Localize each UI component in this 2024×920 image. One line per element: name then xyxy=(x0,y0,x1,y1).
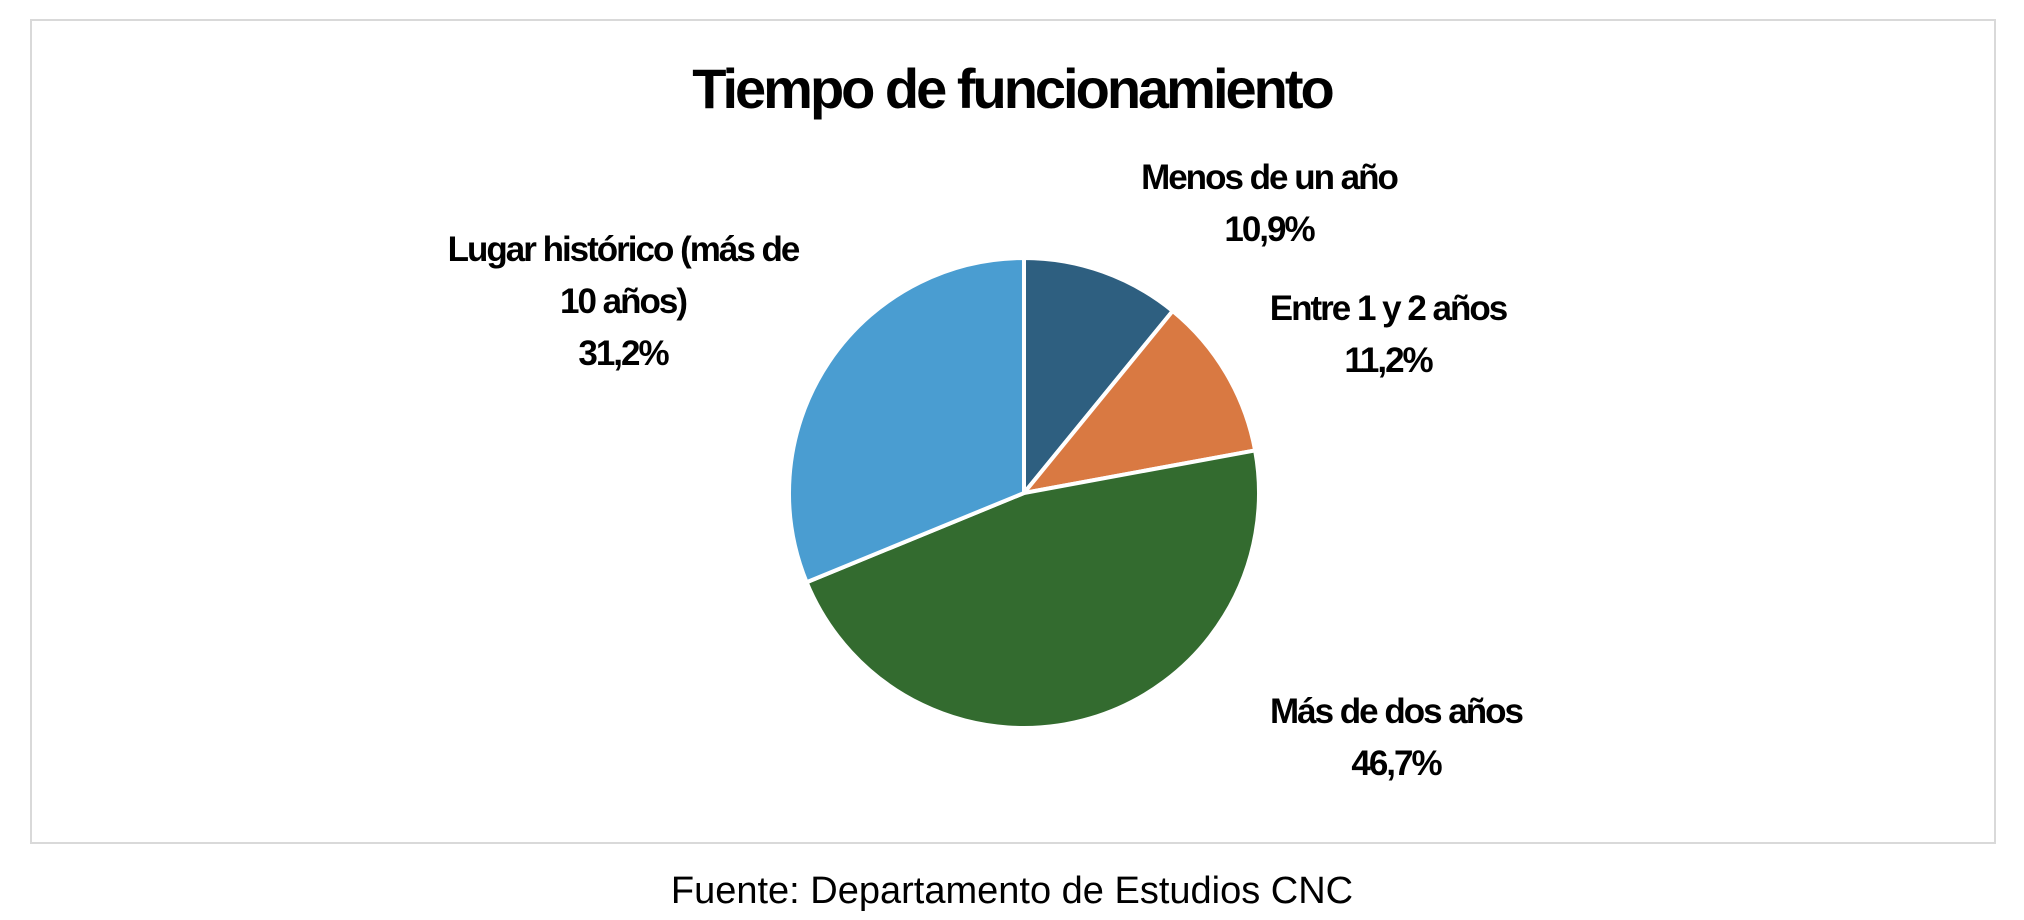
value-label: 46,7% xyxy=(1351,744,1442,783)
pie-slice xyxy=(1022,308,1258,495)
value-label: 31,2% xyxy=(578,334,669,373)
category-label: Entre 1 y 2 años xyxy=(1269,289,1508,328)
chart-title: Tiempo de funcionamiento xyxy=(692,57,1334,120)
pie-slice xyxy=(787,256,1026,585)
chart-frame xyxy=(30,19,1996,844)
caption: Fuente: Departamento de Estudios CNC xyxy=(670,870,1354,912)
value-label: 10,9% xyxy=(1224,210,1315,249)
category-label: Lugar histórico (más de 10 años) xyxy=(447,230,801,321)
slice-label: Entre 1 y 2 años 11,2% xyxy=(1198,283,1578,387)
pie-slice xyxy=(804,448,1261,730)
slice-label: Menos de un año 10,9% xyxy=(1079,152,1459,256)
value-label: 11,2% xyxy=(1344,341,1433,380)
pie-slice xyxy=(1022,256,1175,495)
category-label: Menos de un año xyxy=(1141,158,1399,197)
slice-label: Lugar histórico (más de 10 años) 31,2% xyxy=(433,224,813,380)
slice-label: Más de dos años 46,7% xyxy=(1206,686,1586,790)
category-label: Más de dos años xyxy=(1269,692,1524,731)
